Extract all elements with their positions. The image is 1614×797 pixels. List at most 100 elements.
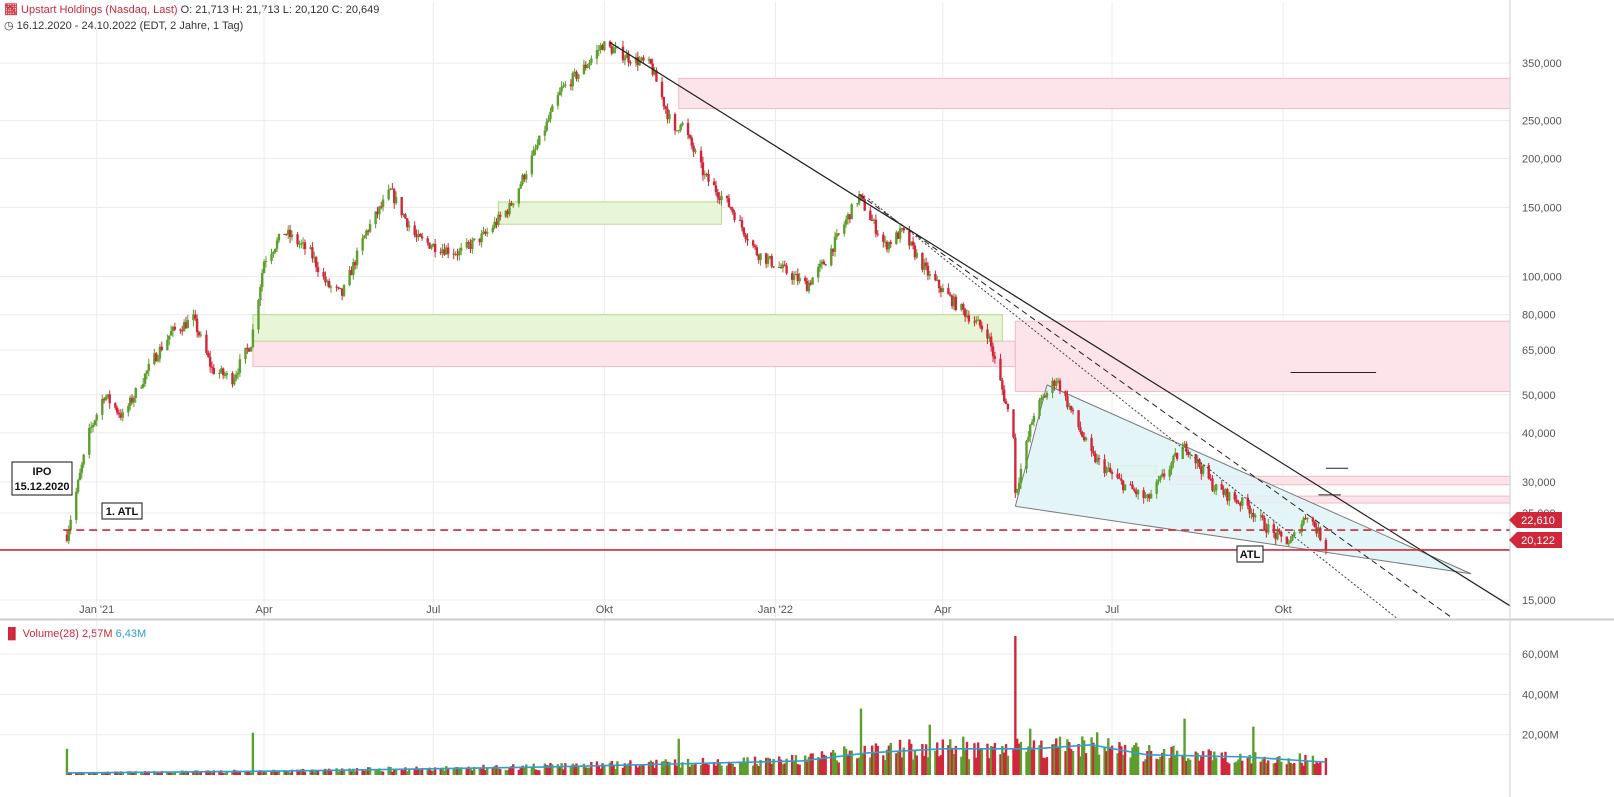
candle-body [954, 296, 958, 310]
volume-bar [934, 750, 937, 775]
volume-bar [381, 771, 385, 775]
candle-body [275, 240, 279, 249]
volume-bar [1239, 753, 1242, 775]
candle-body [249, 347, 253, 352]
volume-bar [701, 757, 705, 775]
candle-body [883, 241, 887, 243]
volume-bar [497, 768, 500, 775]
volume-bar [233, 769, 236, 775]
volume-bar [352, 768, 355, 775]
candle-body [679, 125, 682, 131]
candle-body [1045, 392, 1049, 398]
volume-bar [510, 766, 513, 775]
volume-bar [1214, 757, 1218, 775]
candle-body [538, 135, 541, 145]
candle-body [601, 45, 604, 51]
candle-body [158, 346, 162, 359]
volume-label[interactable]: Volume(28) [22, 628, 79, 640]
time-tick-label: Jul [426, 604, 440, 616]
candle-body [376, 211, 379, 215]
candle-body [393, 189, 396, 204]
volume-bar [1259, 761, 1263, 775]
candle-body [757, 255, 760, 260]
candle-body [843, 224, 846, 234]
volume-bar [560, 763, 563, 775]
volume-bar [262, 771, 266, 775]
volume-bar [621, 767, 625, 775]
candle-body [467, 242, 470, 244]
candle-body [590, 58, 593, 63]
demand-zone [252, 314, 1003, 342]
volume-bar [1209, 750, 1212, 775]
volume-bar [707, 764, 710, 775]
volume-bar [753, 756, 757, 775]
volume-bar [491, 767, 494, 775]
volume-bar [950, 747, 954, 775]
volume-bar [809, 753, 812, 775]
volume-bar [472, 766, 476, 775]
volume-bar [195, 770, 199, 775]
candle-body [727, 198, 731, 207]
volume-bar [822, 754, 826, 775]
volume-bar [846, 754, 850, 775]
volume-bar [441, 767, 444, 775]
candle-body [199, 334, 203, 336]
supply-zone [252, 340, 1016, 368]
candle-body [759, 253, 762, 260]
candle-body [1263, 517, 1266, 530]
volume-bar [1097, 754, 1101, 775]
volume-bar [394, 768, 398, 775]
volume-bar [1118, 742, 1121, 775]
volume-bar [400, 768, 403, 775]
candle-body [75, 491, 78, 520]
volume-bar [482, 764, 485, 775]
volume-bar [677, 738, 680, 775]
volume-bar [923, 755, 926, 775]
candle-body [569, 84, 573, 87]
candle-body [1149, 493, 1153, 499]
volume-bar [688, 766, 692, 775]
date-range[interactable]: ◷ 16.12.2020 - 24.10.2022 (EDT, 2 Jahre,… [4, 19, 243, 32]
volume-bar [577, 766, 580, 775]
candle-body [1030, 421, 1034, 425]
volume-tick-label: 40,00M [1522, 689, 1559, 701]
volume-bar [342, 769, 346, 775]
volume-bar [679, 767, 682, 775]
volume-bar [207, 770, 210, 775]
volume-bar [88, 772, 91, 775]
volume-bar [365, 769, 368, 775]
volume-bar [259, 770, 262, 775]
volume-bar [857, 757, 861, 775]
candle-body [545, 121, 548, 131]
candles[interactable] [65, 40, 1328, 555]
volume-bar [1183, 718, 1186, 775]
candle-body [642, 57, 645, 61]
volume-bar [1055, 738, 1058, 775]
volume-bar [182, 771, 186, 775]
candle-body [1006, 403, 1010, 410]
volume-bar [1029, 728, 1032, 775]
candle-body [738, 219, 742, 221]
date-range-text: 16.12.2020 - 24.10.2022 (EDT, 2 Jahre, 1… [16, 20, 244, 32]
volume-bar [1324, 757, 1328, 775]
candle-body [1053, 380, 1056, 386]
time-tick-label: Jan '21 [79, 604, 114, 616]
volume-bar [76, 772, 80, 775]
candle-body [586, 65, 589, 69]
volume-bar [508, 767, 511, 775]
volume-bar [523, 767, 526, 775]
candle-body [419, 233, 422, 237]
candle-body [497, 214, 500, 226]
volume-bar [1006, 755, 1010, 775]
candle-body [76, 480, 80, 492]
candle-body [353, 261, 357, 266]
candle-body [1220, 484, 1223, 490]
candle-body [792, 275, 796, 280]
volume-bar [420, 767, 424, 775]
candle-body [1082, 436, 1086, 441]
volume-bar [65, 748, 69, 775]
candle-body [274, 248, 277, 253]
instrument-name[interactable]: Upstart Holdings (Nasdaq, Last) [21, 4, 178, 16]
volume-bar [493, 766, 496, 775]
